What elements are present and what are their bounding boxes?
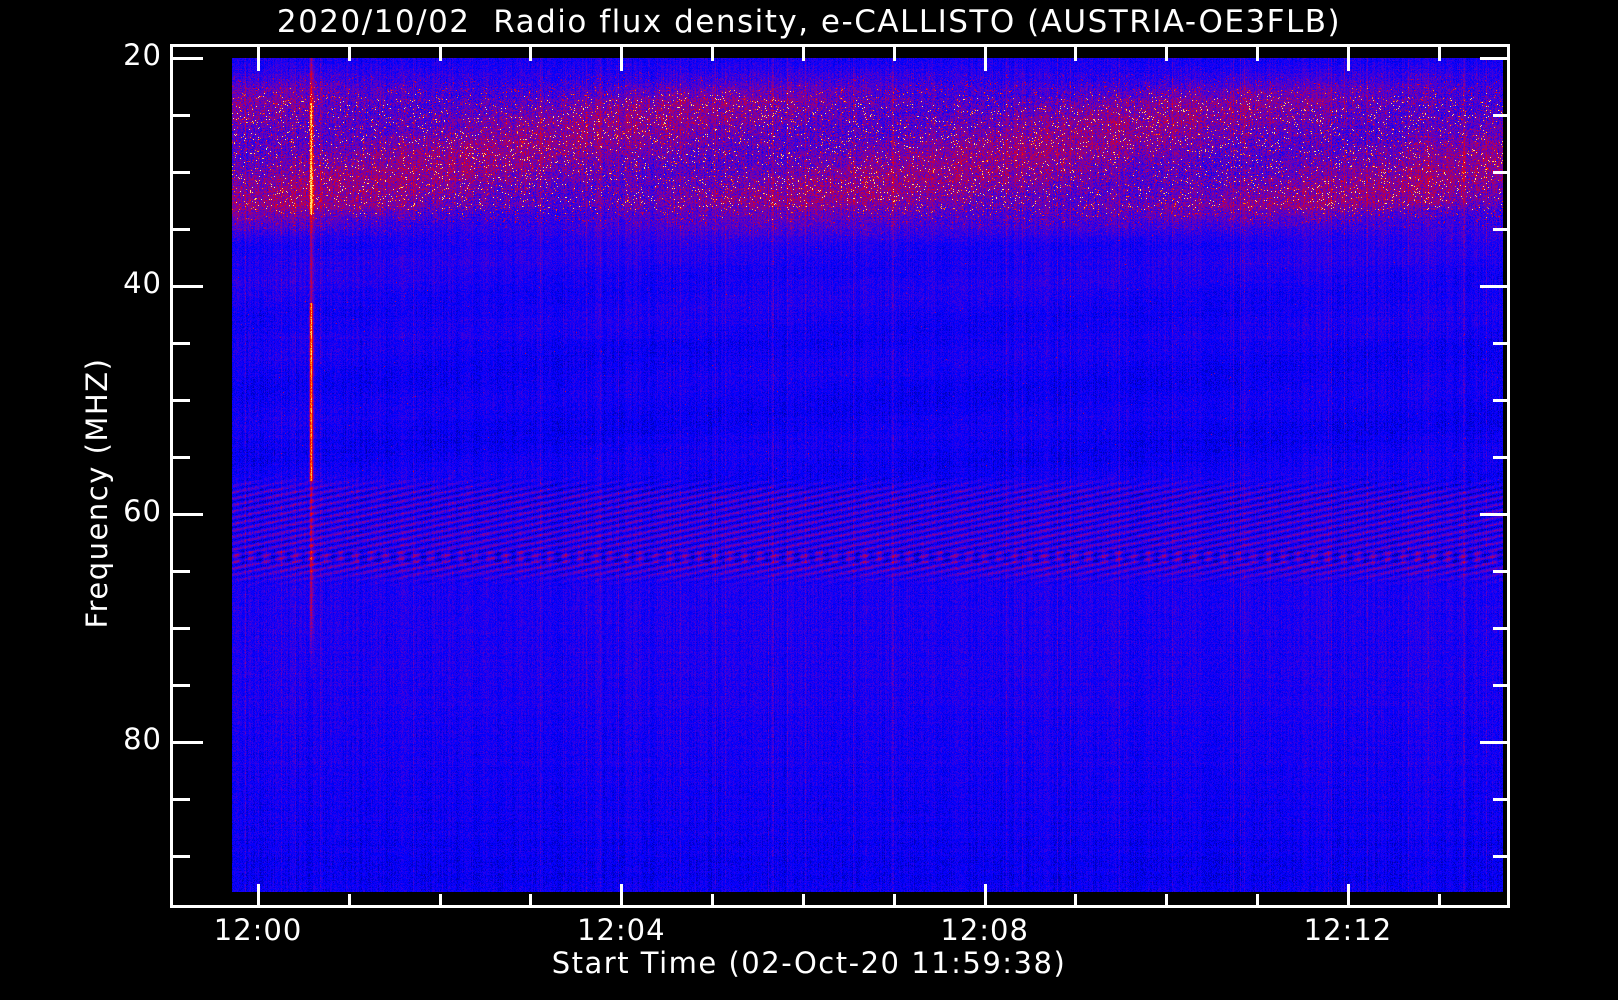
y-axis-title: Frequency (MHZ): [80, 357, 114, 629]
page-title: 2020/10/02 Radio flux density, e-CALLIST…: [276, 4, 1342, 40]
x-axis-tick: [1256, 894, 1260, 908]
y-axis-tick: [1493, 114, 1510, 118]
y-axis-tick: [1493, 855, 1510, 859]
y-axis-tick: [173, 285, 203, 289]
y-axis-tick: [173, 399, 190, 403]
x-axis-tick: [892, 894, 896, 908]
x-axis-tick: [1437, 47, 1441, 61]
y-axis-tick: [173, 228, 190, 232]
x-axis-title: Start Time (02-Oct-20 11:59:38): [551, 946, 1067, 980]
y-axis-tick-label: 60: [123, 494, 162, 529]
x-axis-tick: [257, 884, 261, 908]
x-axis-tick: [620, 47, 624, 71]
y-axis-tick: [1480, 57, 1510, 60]
x-axis-tick: [801, 47, 805, 61]
y-axis-tick: [1493, 570, 1510, 574]
x-axis-tick: [711, 47, 715, 61]
y-axis-tick-label: 80: [123, 722, 162, 757]
y-axis-tick-label: 40: [123, 266, 162, 301]
x-axis-tick: [1346, 47, 1350, 71]
x-axis-tick-label: 12:12: [1303, 913, 1393, 947]
y-axis-tick: [1493, 228, 1510, 232]
y-axis-tick: [173, 342, 190, 346]
y-axis-tick: [173, 684, 190, 688]
x-axis-tick: [711, 894, 715, 908]
spectrogram-image: [232, 58, 1503, 892]
x-axis-tick: [438, 47, 442, 61]
y-axis-tick: [1493, 399, 1510, 403]
y-axis-tick: [173, 627, 190, 631]
y-axis-tick-label: 20: [123, 38, 162, 72]
y-axis-tick: [173, 741, 203, 745]
x-axis-tick: [1165, 894, 1169, 908]
x-axis-tick-label: 12:04: [577, 913, 666, 947]
x-axis-tick: [983, 884, 987, 908]
y-axis-tick: [1493, 627, 1510, 631]
y-axis-tick: [173, 798, 190, 802]
y-axis-tick: [1480, 285, 1510, 289]
x-axis-tick: [529, 47, 533, 61]
y-axis-tick: [173, 456, 190, 460]
y-axis-tick: [1480, 513, 1510, 517]
y-axis-tick: [173, 114, 190, 118]
y-axis-tick: [1493, 171, 1510, 175]
x-axis-tick: [257, 47, 261, 71]
x-axis-tick: [1074, 47, 1078, 61]
x-axis-tick-label: 12:08: [940, 913, 1029, 947]
y-axis-tick: [173, 57, 203, 60]
x-axis-tick: [1074, 894, 1078, 908]
y-axis-tick: [1480, 741, 1510, 745]
x-axis-tick: [1346, 884, 1350, 908]
y-axis-tick: [173, 171, 190, 175]
y-axis-tick: [1493, 684, 1510, 688]
x-axis-tick: [529, 894, 533, 908]
y-axis-tick: [173, 855, 190, 859]
x-axis-tick: [1256, 47, 1260, 61]
x-axis-tick: [983, 47, 987, 71]
x-axis-tick: [347, 47, 351, 61]
y-axis-tick: [1493, 342, 1510, 346]
x-axis-tick: [892, 47, 896, 61]
y-axis-tick: [173, 513, 203, 517]
x-axis-tick: [438, 894, 442, 908]
x-axis-tick: [1437, 894, 1441, 908]
y-axis-tick: [1493, 456, 1510, 460]
x-axis-tick-label: 12:00: [213, 913, 303, 947]
y-axis-tick: [173, 570, 190, 574]
x-axis-tick: [801, 894, 805, 908]
y-axis-tick: [1493, 798, 1510, 802]
x-axis-tick: [1165, 47, 1169, 61]
x-axis-tick: [347, 894, 351, 908]
x-axis-tick: [620, 884, 624, 908]
